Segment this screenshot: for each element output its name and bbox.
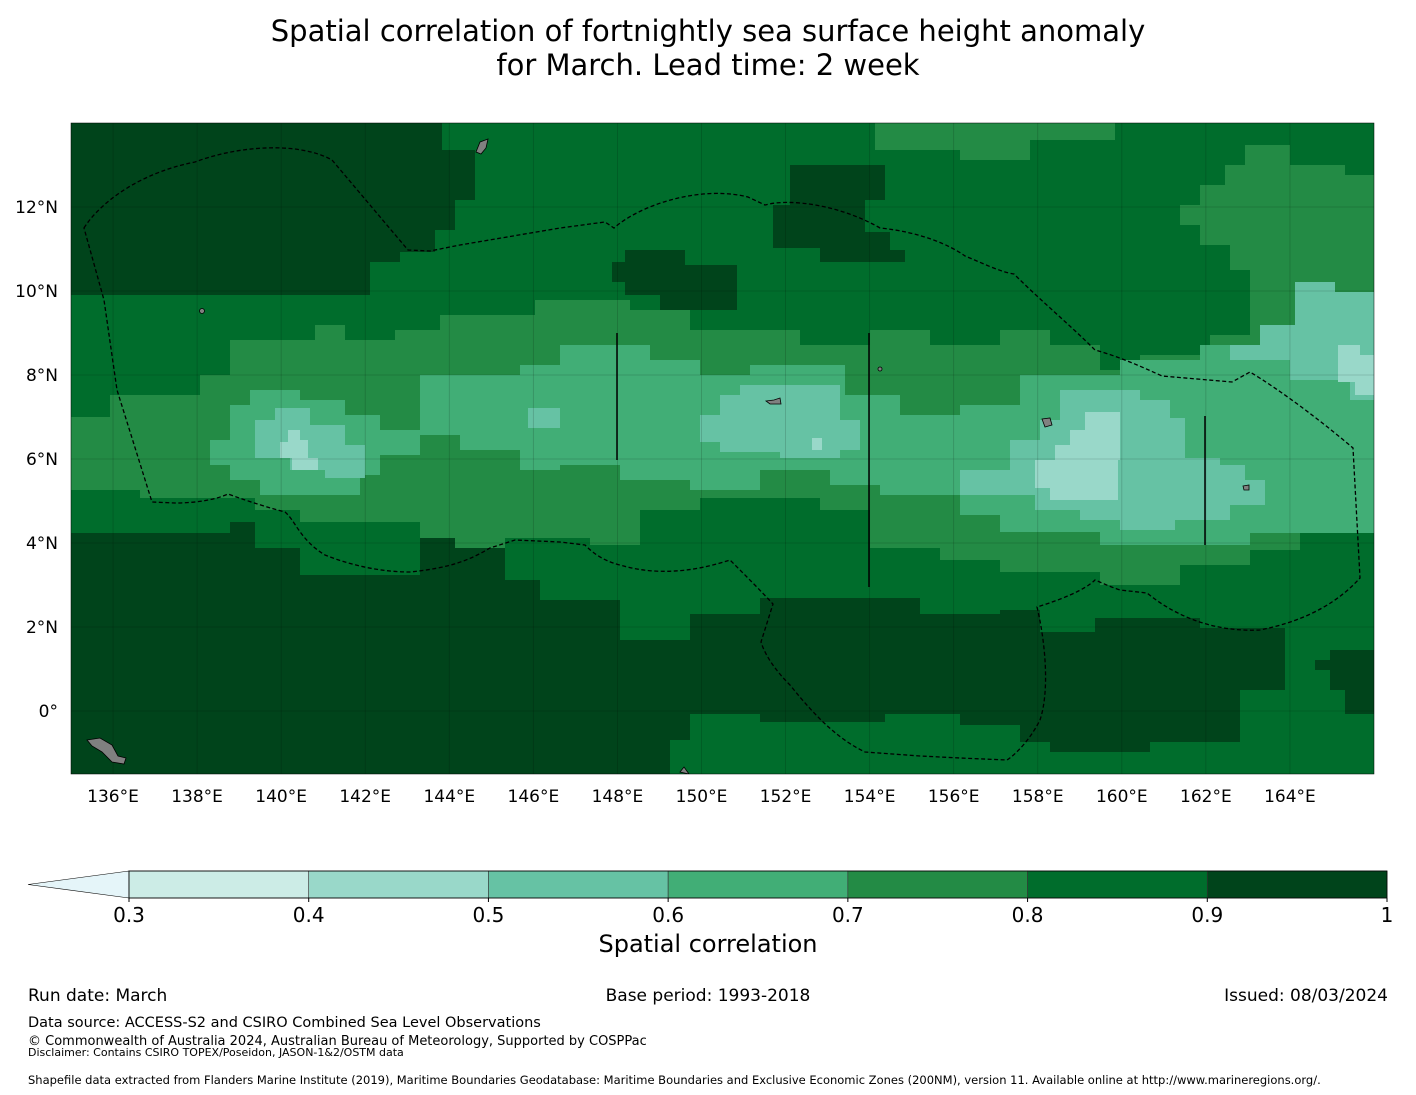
shapefile-credit: Shapefile data extracted from Flanders M… — [28, 1073, 1321, 1087]
zone-east-high — [1315, 650, 1374, 714]
title-line-2: for March. Lead time: 2 week — [496, 48, 920, 82]
zone-north-high — [773, 165, 905, 262]
colorbar-cell — [1206, 870, 1388, 899]
island-new-guinea-tip — [86, 737, 127, 765]
lat-tick-label: 10°N — [15, 282, 58, 302]
lon-tick-label: 140°E — [255, 787, 307, 807]
colorbar-tick-label: 0.7 — [832, 903, 864, 927]
lon-tick-label: 164°E — [1264, 787, 1316, 807]
lat-tick-label: 2°N — [26, 618, 58, 638]
lon-tick-label: 154°E — [844, 787, 896, 807]
eez-straight-lines — [616, 333, 1206, 587]
lon-tick-label: 162°E — [1180, 787, 1232, 807]
island-small-1 — [877, 366, 883, 372]
island-pohnpei — [1041, 417, 1053, 428]
lon-tick-label: 136°E — [87, 787, 139, 807]
map-panel — [71, 123, 1374, 774]
colorbar-cell — [847, 870, 1028, 899]
colorbar-tick-label: 0.6 — [652, 903, 684, 927]
zone-core-west — [255, 408, 365, 478]
lon-tick-label: 150°E — [676, 787, 728, 807]
colorbar: 0.3 0.4 0.5 0.6 0.7 0.8 0.9 1 — [27, 870, 1393, 927]
colorbar-cell — [308, 870, 489, 899]
colorbar-cell — [488, 870, 669, 899]
lat-tick-label: 4°N — [26, 534, 58, 554]
chart-title: Spatial correlation of fortnightly sea s… — [0, 14, 1416, 82]
island-chuuk — [764, 397, 782, 405]
colorbar-cell — [128, 870, 310, 899]
graticule — [71, 123, 1374, 774]
lon-tick-label: 146°E — [508, 787, 560, 807]
colorbar-tick-label: 0.3 — [113, 903, 145, 927]
colorbar-tick-label: 0.5 — [473, 903, 505, 927]
colorbar-tick-label: 1 — [1381, 903, 1394, 927]
zone-min-far-east — [1338, 345, 1374, 395]
disclaimer: Disclaimer: Contains CSIRO TOPEX/Poseido… — [28, 1046, 404, 1059]
lat-tick-label: 8°N — [26, 366, 58, 386]
lat-axis-labels: 12°N 10°N 8°N 6°N 4°N 2°N 0° — [15, 198, 58, 722]
lon-tick-label: 138°E — [171, 787, 223, 807]
lon-tick-label: 156°E — [928, 787, 980, 807]
colorbar-cells — [27, 870, 1388, 899]
lon-tick-label: 142°E — [339, 787, 391, 807]
island-south — [679, 766, 690, 774]
zone-southwest-high — [71, 522, 1285, 774]
base-period: Base period: 1993-2018 — [605, 986, 811, 1006]
zone-min-east — [1035, 412, 1120, 500]
lon-tick-label: 148°E — [592, 787, 644, 807]
zone-core-small — [528, 408, 560, 428]
colorbar-cell — [1027, 870, 1208, 899]
colorbar-tick-label: 0.8 — [1012, 903, 1044, 927]
colorbar-frame — [128, 870, 1388, 899]
lon-tick-label: 152°E — [760, 787, 812, 807]
lon-axis-labels: 136°E 138°E 140°E 142°E 144°E 146°E 148°E 150°E… — [87, 787, 1316, 807]
colorbar-tick-labels: 0.3 0.4 0.5 0.6 0.7 0.8 0.9 1 — [113, 898, 1393, 927]
map-frame — [70, 122, 1375, 775]
island-kosrae — [1242, 484, 1250, 491]
zone-min-west — [280, 430, 318, 470]
lon-tick-label: 144°E — [423, 787, 475, 807]
lat-tick-label: 12°N — [15, 198, 58, 218]
colorbar-under-extend — [27, 870, 130, 899]
zone-north-band — [875, 123, 1115, 160]
title-line-1: Spatial correlation of fortnightly sea s… — [270, 14, 1146, 48]
zone-northwest-high — [71, 123, 475, 295]
zone-north-high-2 — [612, 250, 737, 310]
island-yap — [199, 308, 205, 314]
lon-tick-label: 160°E — [1096, 787, 1148, 807]
lat-tick-label: 6°N — [26, 450, 58, 470]
lat-tick-label: 0° — [39, 702, 58, 722]
land-masses — [86, 138, 1250, 774]
lon-tick-label: 158°E — [1012, 787, 1064, 807]
zone-min-central — [812, 438, 822, 450]
colorbar-cell — [667, 870, 849, 899]
copyright: © Commonwealth of Australia 2024, Austra… — [28, 1034, 647, 1049]
zone-northeast-band — [1180, 145, 1374, 295]
issued-date: Issued: 08/03/2024 — [1224, 986, 1388, 1006]
colorbar-tick-label: 0.4 — [293, 903, 325, 927]
colorbar-title: Spatial correlation — [598, 930, 818, 958]
data-source: Data source: ACCESS-S2 and CSIRO Combine… — [28, 1015, 541, 1031]
colorbar-tick-label: 0.9 — [1191, 903, 1223, 927]
island-guam — [475, 138, 489, 155]
zone-core-central — [700, 385, 860, 458]
run-date: Run date: March — [28, 986, 168, 1006]
